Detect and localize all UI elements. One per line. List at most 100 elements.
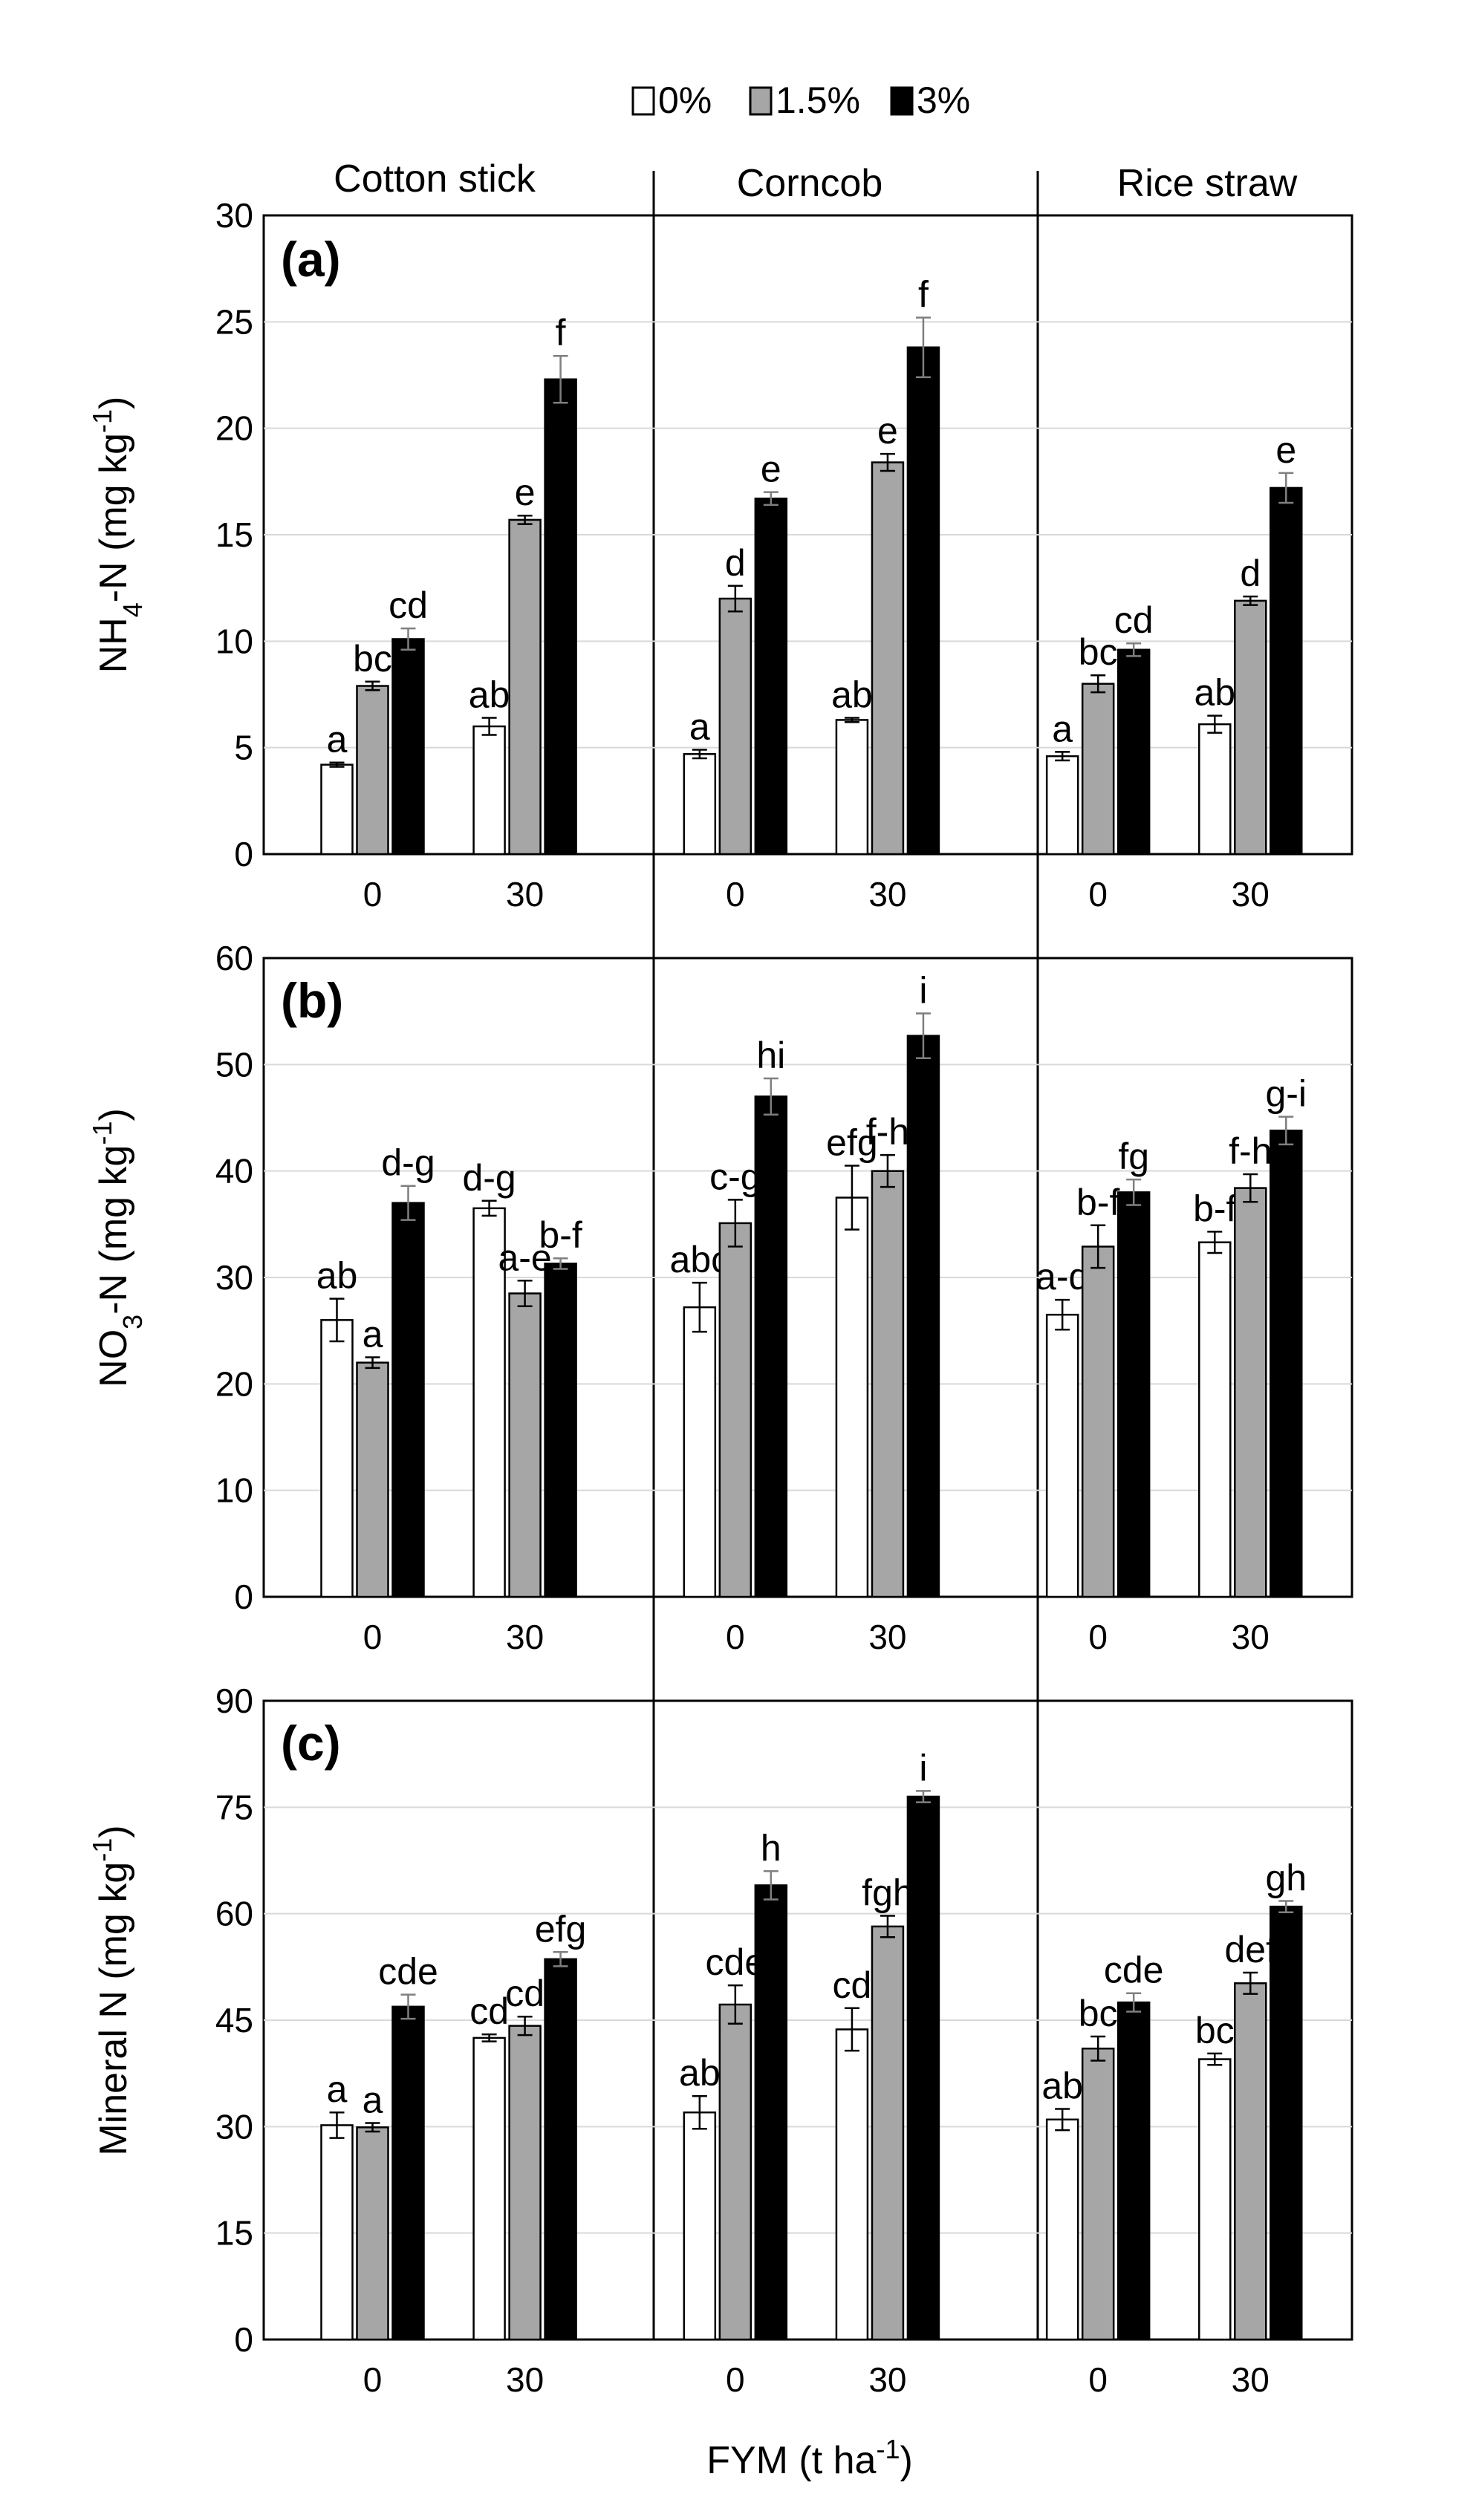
bar-c-cotton-stick-fym0-s15 (356, 2126, 389, 2341)
x-tick-label-c-cotton-stick-0: 0 (363, 2360, 383, 2399)
bar-a-cotton-stick-fym30-s3 (544, 378, 577, 856)
y-tick-label-b-60: 60 (215, 939, 253, 977)
panel-letter-b: (b) (281, 973, 343, 1028)
significance-label-b-cotton-stick-fym0-s3: d-g (381, 1142, 435, 1184)
y-tick-label-a-10: 10 (215, 622, 253, 660)
bar-c-rice-straw-fym30-s15 (1234, 1982, 1267, 2341)
residue-title-rice-straw: Rice straw (1117, 162, 1298, 205)
bar-b-rice-straw-fym0-s15 (1081, 1246, 1115, 1598)
bar-c-corncob-fym30-s3 (906, 1795, 940, 2341)
significance-label-c-rice-straw-fym30-s15: def (1225, 1929, 1277, 1970)
significance-label-a-cotton-stick-fym0-s15: bc (353, 638, 392, 680)
bar-b-corncob-fym30-s0 (835, 1196, 869, 1598)
bar-a-cotton-stick-fym0-s3 (391, 638, 425, 856)
bar-a-rice-straw-fym0-s3 (1116, 648, 1151, 856)
x-tick-label-b-rice-straw-0: 0 (1088, 1618, 1108, 1656)
significance-label-b-rice-straw-fym30-s15: f-h (1229, 1130, 1272, 1172)
y-axis-label-mineral-n: Mineral N (mg kg-1) (87, 1825, 136, 2155)
significance-label-c-rice-straw-fym30-s3: gh (1265, 1857, 1307, 1898)
y-tick-label-b-20: 20 (215, 1364, 253, 1403)
significance-label-c-cotton-stick-fym0-s15: a (363, 2080, 383, 2121)
significance-label-c-corncob-fym0-s3: h (761, 1827, 781, 1869)
bar-a-corncob-fym30-s15 (871, 461, 905, 856)
y-tick-label-a-5: 5 (234, 729, 253, 767)
bar-c-rice-straw-fym30-s3 (1270, 1905, 1303, 2341)
significance-label-c-corncob-fym30-s0: cd (833, 1964, 872, 2006)
bar-a-rice-straw-fym30-s0 (1198, 723, 1232, 856)
legend-label-0pct: 0% (658, 79, 712, 121)
residue-title-corncob: Corncob (737, 162, 883, 205)
significance-label-b-cotton-stick-fym30-s0: d-g (462, 1157, 516, 1199)
significance-label-a-corncob-fym30-s0: ab (831, 674, 873, 716)
bar-b-cotton-stick-fym0-s3 (391, 1202, 425, 1598)
significance-label-b-corncob-fym30-s3: i (919, 970, 927, 1012)
bar-b-corncob-fym0-s3 (754, 1095, 788, 1598)
y-tick-label-a-15: 15 (215, 515, 253, 554)
significance-label-b-cotton-stick-fym30-s3: b-f (539, 1214, 582, 1256)
bar-b-cotton-stick-fym30-s3 (544, 1263, 577, 1598)
bar-b-corncob-fym0-s0 (683, 1306, 717, 1598)
bar-c-corncob-fym0-s3 (754, 1884, 788, 2341)
bar-b-rice-straw-fym0-s3 (1116, 1191, 1151, 1598)
significance-label-a-rice-straw-fym0-s0: a (1052, 708, 1073, 749)
significance-label-a-corncob-fym0-s0: a (689, 706, 710, 748)
bar-c-cotton-stick-fym30-s3 (544, 1958, 577, 2341)
bar-b-corncob-fym30-s15 (871, 1170, 905, 1598)
significance-label-a-rice-straw-fym30-s3: e (1275, 429, 1296, 471)
significance-label-c-cotton-stick-fym30-s0: cd (469, 1990, 509, 2032)
bar-c-cotton-stick-fym0-s3 (391, 2005, 425, 2341)
bar-a-rice-straw-fym0-s15 (1081, 683, 1115, 856)
y-tick-label-b-30: 30 (215, 1258, 253, 1297)
significance-label-b-corncob-fym0-s3: hi (756, 1035, 785, 1076)
x-tick-label-c-corncob-30: 30 (868, 2360, 906, 2399)
significance-label-b-cotton-stick-fym30-s15: a-e (498, 1237, 551, 1278)
x-tick-label-b-corncob-0: 0 (726, 1618, 745, 1656)
panel-letter-a: (a) (281, 232, 341, 287)
x-tick-label-a-rice-straw-30: 30 (1232, 875, 1270, 914)
significance-label-c-rice-straw-fym0-s3: cde (1104, 1950, 1164, 1991)
bar-a-corncob-fym0-s3 (754, 498, 788, 856)
legend-label-1-5pct: 1.5% (776, 79, 860, 121)
x-tick-label-c-corncob-0: 0 (726, 2360, 745, 2399)
y-tick-label-a-30: 30 (215, 196, 253, 235)
bar-c-corncob-fym0-s15 (718, 2003, 752, 2341)
significance-label-b-corncob-fym30-s15: f-h (866, 1111, 909, 1153)
bar-b-rice-straw-fym30-s3 (1270, 1129, 1303, 1598)
y-tick-label-b-40: 40 (215, 1152, 253, 1191)
x-tick-label-c-rice-straw-0: 0 (1088, 2360, 1108, 2399)
significance-label-c-corncob-fym0-s0: ab (679, 2052, 721, 2094)
significance-label-c-cotton-stick-fym30-s3: efg (535, 1908, 587, 1950)
bar-c-rice-straw-fym30-s0 (1198, 2058, 1232, 2341)
significance-label-c-cotton-stick-fym0-s0: a (327, 2068, 348, 2110)
x-tick-label-b-rice-straw-30: 30 (1232, 1618, 1270, 1656)
bar-b-cotton-stick-fym30-s15 (508, 1292, 542, 1598)
significance-label-a-rice-straw-fym30-s15: d (1240, 553, 1261, 594)
legend-swatch-3pct (890, 86, 914, 116)
legend-label-3pct: 3% (917, 79, 970, 121)
legend: 0% 1.5% 3% (631, 79, 970, 121)
x-tick-label-c-cotton-stick-30: 30 (506, 2360, 544, 2399)
significance-label-c-rice-straw-fym0-s15: bc (1079, 1993, 1118, 2034)
significance-label-a-corncob-fym0-s15: d (725, 542, 746, 584)
bar-a-corncob-fym0-s15 (718, 597, 752, 856)
x-tick-label-a-corncob-0: 0 (726, 875, 745, 914)
bar-c-rice-straw-fym0-s3 (1116, 2001, 1151, 2341)
significance-label-b-rice-straw-fym0-s0: a-d (1036, 1256, 1089, 1298)
significance-label-c-rice-straw-fym0-s0: ab (1041, 2065, 1083, 2106)
x-tick-label-b-cotton-stick-30: 30 (506, 1618, 544, 1656)
bar-c-corncob-fym0-s0 (683, 2111, 717, 2341)
x-tick-label-a-corncob-30: 30 (868, 875, 906, 914)
panel-letter-c: (c) (281, 1716, 341, 1771)
bar-a-cotton-stick-fym30-s15 (508, 518, 542, 856)
bar-a-cotton-stick-fym30-s0 (472, 725, 506, 856)
x-tick-label-a-cotton-stick-0: 0 (363, 875, 383, 914)
significance-label-b-cotton-stick-fym0-s0: ab (316, 1255, 358, 1297)
y-tick-label-a-25: 25 (215, 302, 253, 341)
bar-a-rice-straw-fym30-s3 (1270, 486, 1303, 856)
x-tick-label-a-cotton-stick-30: 30 (506, 875, 544, 914)
y-tick-label-c-60: 60 (215, 1895, 253, 1933)
bar-c-corncob-fym30-s0 (835, 2028, 869, 2341)
bar-a-corncob-fym0-s0 (683, 753, 717, 856)
bar-c-rice-straw-fym0-s0 (1045, 2118, 1079, 2341)
